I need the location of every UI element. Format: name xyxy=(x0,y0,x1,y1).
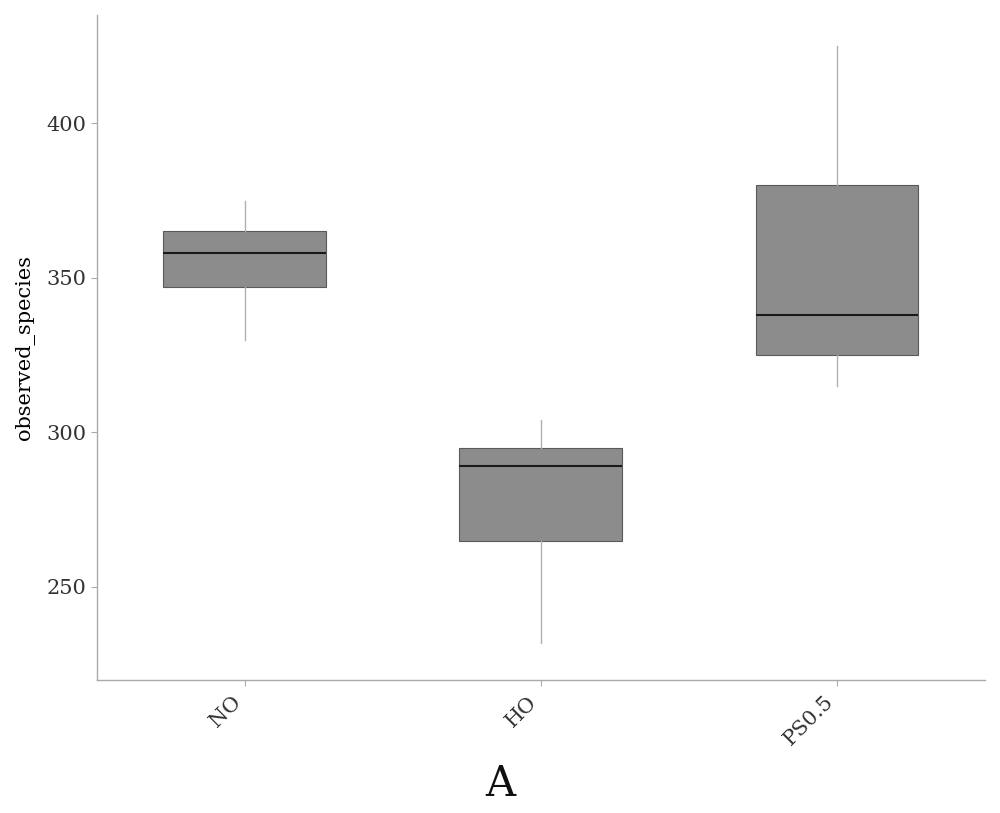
Y-axis label: observed_species: observed_species xyxy=(15,254,35,440)
PathPatch shape xyxy=(756,185,918,355)
Text: A: A xyxy=(485,763,515,805)
PathPatch shape xyxy=(459,448,622,541)
PathPatch shape xyxy=(163,232,326,287)
